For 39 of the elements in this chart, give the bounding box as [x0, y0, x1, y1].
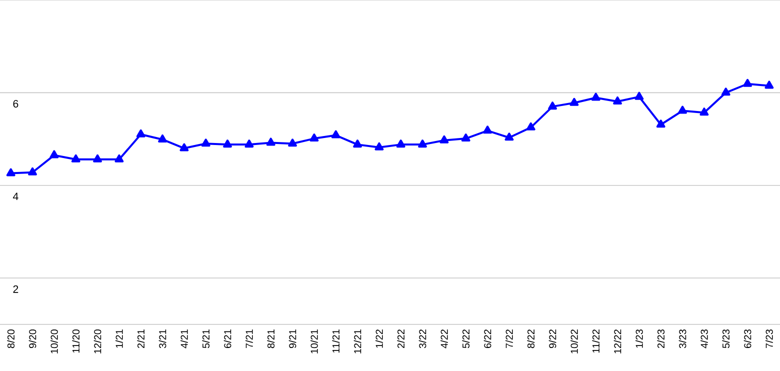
x-tick-label: 5/23 — [722, 329, 730, 348]
x-tick-label: 8/22 — [527, 330, 535, 348]
x-tick-label: 1/23 — [636, 329, 643, 348]
x-tick-label: 10/22 — [570, 330, 578, 354]
x-tick-label: 12/21 — [354, 330, 362, 354]
x-tick-label: 11/20 — [72, 329, 80, 353]
x-tick-label: 9/22 — [548, 330, 556, 348]
x-tick-label: 7/22 — [506, 330, 513, 348]
x-tick-label: 6/21 — [224, 330, 232, 348]
x-tick-label: 6/22 — [484, 330, 492, 348]
x-tick-label: 7/21 — [246, 330, 253, 348]
x-tick-label: 2/22 — [397, 330, 405, 348]
x-tick-label: 6/23 — [744, 329, 752, 348]
x-tick-label: 8/20 — [7, 329, 15, 348]
y-tick-label: 2 — [13, 285, 18, 293]
x-tick-label: 4/23 — [700, 329, 708, 348]
x-tick-label: 3/23 — [678, 329, 686, 348]
x-tick-label: 1/21 — [116, 330, 123, 348]
x-tick-label: 2/21 — [137, 330, 145, 348]
x-tick-label: 4/22 — [440, 330, 448, 348]
x-tick-label: 1/22 — [376, 330, 383, 348]
x-tick-label: 11/21 — [332, 330, 340, 353]
x-tick-label: 10/21 — [310, 330, 318, 354]
x-tick-label: 5/22 — [462, 330, 470, 348]
x-tick-label: 12/22 — [614, 330, 622, 354]
x-tick-label: 8/21 — [267, 330, 275, 348]
x-tick-label: 12/20 — [94, 329, 102, 354]
x-tick-label: 9/21 — [288, 330, 296, 348]
y-tick-label: 6 — [13, 100, 18, 108]
x-tick-label: 10/20 — [50, 329, 58, 354]
x-tick-label: 5/21 — [202, 330, 210, 348]
x-tick-label: 9/20 — [28, 329, 36, 348]
y-tick-label: 4 — [12, 192, 18, 200]
x-tick-label: 7/23 — [766, 329, 773, 348]
x-tick-label: 3/22 — [418, 330, 426, 348]
x-tick-label: 2/23 — [657, 329, 665, 348]
x-tick-label: 3/21 — [158, 330, 166, 348]
x-tick-label: 11/22 — [592, 330, 600, 353]
x-tick-label: 4/21 — [180, 330, 188, 348]
